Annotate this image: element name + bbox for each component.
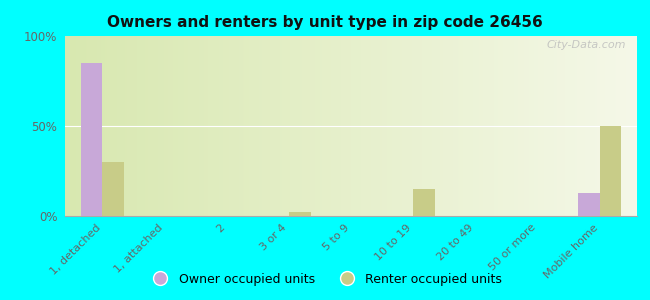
Text: City-Data.com: City-Data.com [546, 40, 625, 50]
Bar [102, 162, 124, 216]
Legend: Owner occupied units, Renter occupied units: Owner occupied units, Renter occupied un… [143, 268, 507, 291]
Text: Owners and renters by unit type in zip code 26456: Owners and renters by unit type in zip c… [107, 15, 543, 30]
Bar [289, 212, 311, 216]
Bar [81, 63, 102, 216]
Bar [413, 189, 435, 216]
Bar [578, 193, 600, 216]
Bar [600, 126, 621, 216]
